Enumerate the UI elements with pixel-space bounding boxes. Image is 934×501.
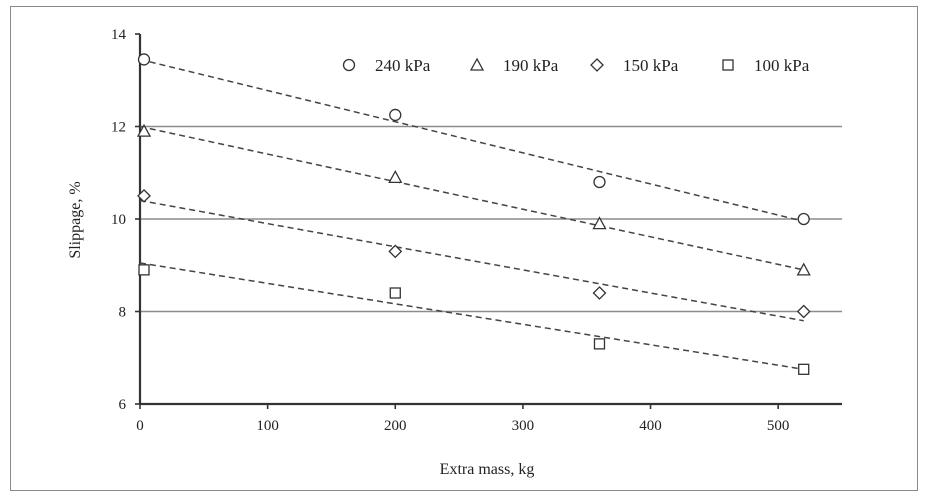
x-tick-label: 400: [639, 418, 662, 434]
trend-line-square: [139, 262, 804, 371]
point-triangle: [592, 216, 607, 230]
legend-label: 100 kPa: [754, 56, 810, 75]
point-diamond: [388, 244, 403, 259]
y-axis-label: Slippage, %: [67, 181, 84, 258]
x-tick-label: 0: [136, 418, 144, 434]
point-triangle: [388, 170, 403, 184]
legend-marker-circle: [342, 58, 356, 72]
legend-marker-square: [722, 59, 734, 71]
legend-label: 240 kPa: [375, 56, 431, 75]
y-tick-label: 14: [111, 27, 127, 43]
point-circle: [797, 212, 810, 226]
y-tick-label: 10: [111, 212, 126, 228]
legend-marker-triangle: [469, 57, 485, 71]
point-circle: [389, 108, 402, 122]
point-square: [389, 287, 401, 299]
trend-line-diamond: [139, 199, 804, 322]
trend-lines: [139, 58, 804, 371]
legend: 240 kPa 190 kPa 150 kPa 100 kPa: [342, 56, 810, 75]
trend-line-circle: [139, 58, 804, 223]
point-triangle: [136, 123, 152, 137]
legend-label: 190 kPa: [503, 56, 559, 75]
x-axis-label: Extra mass, kg: [440, 461, 535, 478]
x-tick-label: 500: [767, 418, 790, 434]
point-triangle: [796, 262, 811, 276]
point-circle: [137, 53, 151, 66]
point-diamond: [137, 188, 151, 203]
point-square: [798, 363, 810, 375]
legend-marker-diamond: [590, 58, 604, 72]
y-tick-label: 12: [111, 120, 126, 136]
point-diamond: [592, 286, 607, 300]
point-square: [593, 338, 606, 350]
y-tick-label: 6: [119, 397, 127, 413]
axes: [135, 33, 842, 409]
trend-line-triangle: [139, 125, 804, 271]
point-diamond: [796, 304, 811, 319]
point-square: [138, 264, 150, 276]
x-tick-label: 200: [384, 418, 407, 434]
x-tick-label: 100: [256, 418, 279, 434]
tick-labels: 6 8 10 12 14 0 100 200 300 400 500: [111, 27, 789, 434]
legend-label: 150 kPa: [623, 56, 679, 75]
point-circle: [593, 175, 606, 189]
x-tick-label: 300: [512, 418, 535, 434]
data-points: [136, 53, 811, 375]
y-tick-label: 8: [119, 305, 127, 321]
chart-frame: [10, 6, 918, 491]
grid-lines: [140, 125, 842, 313]
